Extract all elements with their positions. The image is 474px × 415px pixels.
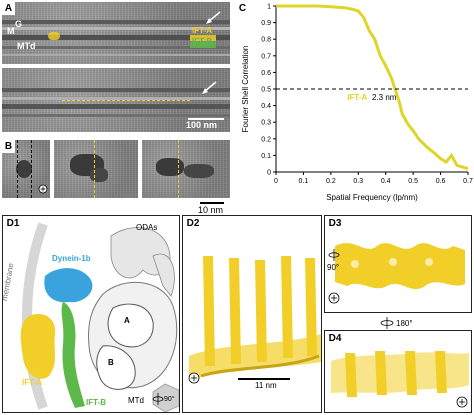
plus-circle-icon [38, 184, 48, 194]
fsc-y-tick-label: 0 [267, 170, 271, 177]
panel-d2-scale-label: 11 nm [255, 381, 277, 390]
panel-b-cross-section-3 [142, 140, 230, 198]
ift-b-marker-right [190, 42, 216, 48]
fsc-x-tick-label: 0.5 [408, 178, 418, 185]
panel-b-cross-section-1 [2, 140, 50, 198]
arrow-icon [202, 81, 217, 94]
fsc-annotation-name: IFT-A [347, 93, 367, 102]
d1-rotation-label: 90° [164, 396, 175, 403]
panel-b-scale-bar [200, 202, 224, 204]
ift-b-label: IFT-B [86, 398, 106, 407]
d2-ift-train-view [189, 256, 321, 380]
panel-d3-box [324, 215, 472, 313]
panel-a-scale-label: 100 nm [186, 120, 218, 130]
panel-a-scale-bar [188, 118, 224, 120]
ift-a-marker-right [190, 35, 216, 41]
plus-circle-icon [188, 372, 200, 384]
fsc-chart: 0 0.1 0.2 0.3 0.4 0.5 0.6 0.7 0 0.1 0.2 0.3 0.4 0.5 0.… [241, 4, 473, 203]
d3-ift-train-view [335, 243, 465, 290]
plus-circle-icon [456, 396, 468, 408]
fsc-curve [276, 4, 469, 171]
panel-d3-label: D3 [326, 217, 344, 230]
panel-d4-label: D4 [326, 332, 344, 345]
ift-b-annotation: IFT-B [192, 37, 212, 46]
d4-ift-train-view [331, 351, 469, 397]
panel-d4-box [324, 330, 472, 413]
fsc-x-tick-label: 0.7 [463, 178, 473, 185]
panel-b-scale-label: 10 nm [198, 205, 224, 215]
fsc-y-tick-label: 0.2 [261, 136, 271, 143]
fsc-x-axis-label: Spatial Frequency (lp/nm) [326, 193, 418, 202]
rotation-icon [328, 249, 340, 261]
fsc-y-tick-label: 0.8 [261, 37, 271, 44]
fsc-x-tick-label: 0.4 [381, 178, 391, 185]
d1-structure-figure [20, 222, 179, 412]
rotation-icon [152, 393, 164, 405]
fsc-y-tick-label: 0.7 [261, 53, 271, 60]
fsc-y-axis-label: Fourier Shell Correlation [241, 46, 250, 133]
panel-d2-scale-bar [238, 378, 290, 380]
fsc-y-tick-label: 1 [267, 4, 271, 11]
fsc-y-tick-label: 0.3 [261, 120, 271, 127]
mtd-annotation: MTd [17, 41, 36, 51]
panel-d1-box [2, 215, 180, 413]
a-tubule-label: A [124, 316, 130, 325]
plus-circle-icon [328, 292, 340, 304]
mtd-label: MTd [128, 396, 144, 405]
ift-a-annotation: IFT-A [192, 26, 212, 35]
fsc-y-tick-label: 0.9 [261, 20, 271, 27]
fsc-y-tick-label: 0.5 [261, 87, 271, 94]
fsc-x-tick-label: 0.6 [436, 178, 446, 185]
rotation-icon [380, 317, 394, 329]
panel-c-label: C [236, 2, 249, 15]
panel-b-label: B [2, 140, 15, 153]
panel-d2-box [182, 215, 322, 413]
membrane-annotation: M [7, 26, 15, 36]
fsc-x-tick-label: 0.2 [326, 178, 336, 185]
arrow-icon [206, 11, 221, 24]
odas-label: ODAs [136, 223, 158, 232]
d3-rotation-label: 90° [327, 263, 340, 272]
panel-d2-label: D2 [184, 217, 202, 230]
fsc-y-tick-label: 0.1 [261, 153, 271, 160]
fsc-x-tick-label: 0.3 [353, 178, 363, 185]
d4-rotation-label: 180° [396, 319, 413, 328]
glycocalyx-annotation: G [15, 19, 23, 29]
b-tubule-label: B [108, 358, 114, 367]
ift-a-marker-left [48, 32, 60, 40]
panel-a-label: A [2, 2, 15, 15]
fsc-y-tick-label: 0.6 [261, 70, 271, 77]
panel-a-tomogram-bottom [2, 68, 230, 132]
fsc-x-tick-label: 0.1 [299, 178, 309, 185]
dynein-label: Dynein-1b [52, 254, 91, 263]
panel-a-tomogram-top [2, 2, 230, 64]
panel-b-cross-section-2 [54, 140, 138, 198]
ift-train-dashed-marker [62, 100, 190, 101]
fsc-y-tick-label: 0.4 [261, 103, 271, 110]
fsc-annotation-value: 2.3 nm [372, 93, 397, 102]
ift-a-label: IFT-A [22, 378, 42, 387]
fsc-x-tick-label: 0 [274, 178, 278, 185]
panel-d1-label: D1 [4, 217, 22, 230]
